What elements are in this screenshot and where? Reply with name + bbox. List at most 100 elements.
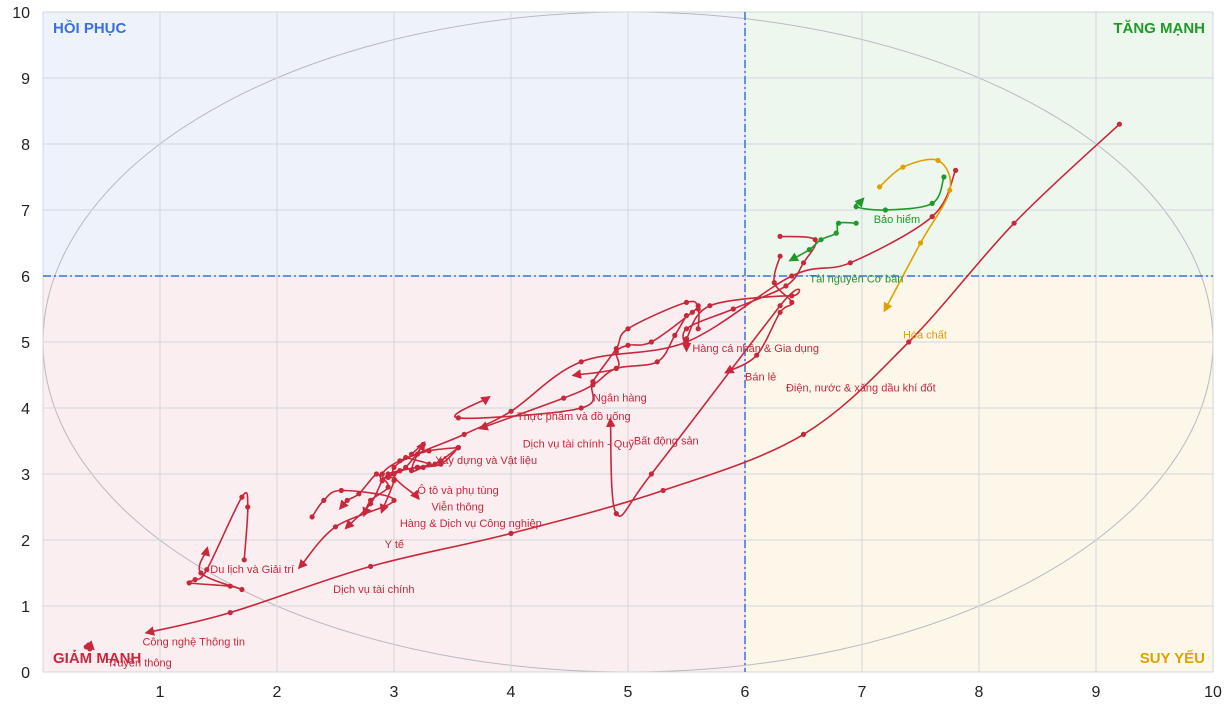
- series-point: [683, 336, 690, 342]
- series-point: [590, 382, 596, 388]
- series-point: [613, 365, 619, 371]
- series-16: [853, 174, 947, 213]
- series-tails: [83, 121, 1122, 652]
- series-point: [344, 497, 350, 503]
- series-point: [929, 200, 935, 206]
- series-point: [391, 497, 397, 503]
- x-tick-label: 1: [156, 684, 165, 701]
- series-18: [876, 157, 953, 313]
- series-point: [338, 487, 344, 494]
- series-point: [929, 214, 935, 220]
- series-label: Hàng & Dịch vụ Công nghiệp: [400, 518, 542, 530]
- series-point: [953, 167, 959, 173]
- series-point: [789, 273, 795, 279]
- series-point: [373, 471, 380, 477]
- series-label: Truyền thông: [107, 658, 171, 670]
- y-tick-label: 1: [21, 599, 30, 616]
- series-point: [783, 283, 789, 289]
- series-point: [654, 359, 660, 365]
- series-point: [408, 468, 415, 474]
- series-1: [144, 121, 1122, 636]
- series-point: [833, 230, 839, 236]
- y-tick-label: 0: [21, 665, 30, 682]
- series-point: [461, 431, 467, 437]
- series-point: [812, 237, 818, 243]
- series-point: [672, 332, 678, 338]
- y-tick-label: 10: [12, 5, 30, 22]
- series-point: [391, 464, 397, 470]
- series-point: [683, 299, 690, 305]
- series-label: Tài nguyên Cơ bản: [809, 274, 903, 286]
- x-tick-label: 7: [858, 684, 867, 701]
- y-tick-label: 3: [21, 467, 30, 484]
- series-point: [660, 487, 666, 494]
- series-point: [771, 280, 777, 286]
- series-point: [420, 464, 426, 470]
- series-point: [941, 174, 947, 180]
- series-point: [853, 204, 859, 210]
- series-point: [432, 461, 438, 467]
- series-point: [853, 220, 859, 226]
- series-point: [397, 468, 403, 474]
- series-point: [789, 293, 795, 299]
- quadrant-label-top-left: HỒI PHỤC: [53, 19, 127, 37]
- quadrant-label-top-right: TĂNG MẠNH: [1113, 20, 1205, 37]
- series-point: [309, 514, 315, 520]
- series-point: [356, 491, 362, 497]
- series-point: [876, 184, 883, 190]
- threshold-lines: [43, 12, 1213, 672]
- series-point: [239, 494, 245, 500]
- x-tick-label: 4: [507, 684, 516, 701]
- quadrant-label-bottom-right: SUY YẾU: [1140, 650, 1205, 667]
- series-label: Bảo hiểm: [874, 214, 920, 226]
- series-tail-line: [391, 170, 957, 501]
- series-point: [847, 260, 853, 266]
- series-point: [241, 557, 247, 563]
- series-point: [245, 504, 251, 510]
- series-point: [689, 309, 695, 315]
- x-tick-label: 6: [741, 684, 750, 701]
- series-label: Điện, nước & xăng dầu khí đốt: [786, 383, 936, 395]
- series-point: [789, 299, 795, 305]
- y-tick-label: 6: [21, 269, 30, 286]
- series-point: [379, 471, 385, 477]
- series-point: [648, 339, 655, 345]
- series-point: [321, 497, 327, 503]
- series-label: Viễn thông: [431, 500, 483, 513]
- series-point: [947, 187, 953, 193]
- series-point: [695, 303, 701, 309]
- series-point: [625, 326, 631, 332]
- series-13: [681, 233, 818, 353]
- series-point: [578, 359, 584, 365]
- series-label: Hàng cá nhân & Gia dụng: [692, 343, 819, 355]
- series-label: Bán lẻ: [745, 371, 776, 383]
- series-14: [724, 253, 795, 374]
- series-point: [508, 530, 514, 537]
- series-point: [777, 303, 783, 309]
- series-point: [455, 415, 461, 421]
- quadrant-labels: HỒI PHỤC TĂNG MẠNH GIẢM MẠNH SUY YẾU: [53, 19, 1205, 667]
- x-tick-label: 2: [273, 684, 282, 701]
- series-label: Xây dựng và Vật liệu: [435, 455, 537, 467]
- series-2: [186, 491, 251, 593]
- series-point: [368, 497, 374, 503]
- series-point: [777, 309, 783, 315]
- series-label: Bất động sản: [634, 435, 699, 447]
- series-point: [578, 405, 584, 411]
- series-point: [561, 395, 567, 401]
- series-point: [204, 567, 210, 573]
- series-label: Ô tô và phụ tùng: [417, 484, 498, 497]
- series-point: [707, 303, 713, 309]
- series-point: [935, 157, 941, 164]
- series-label: Thực phẩm và đồ uống: [517, 411, 631, 423]
- series-point: [198, 570, 204, 576]
- y-tick-label: 2: [21, 533, 30, 550]
- series-point: [613, 349, 619, 355]
- series-point: [1116, 121, 1122, 127]
- series-point: [777, 233, 783, 239]
- series-labels: Công nghệ Thông tin Truyền thông Du lịch v…: [107, 214, 947, 670]
- series-point: [882, 207, 889, 213]
- series-point: [683, 326, 690, 332]
- series-point: [227, 583, 233, 589]
- x-tick-label: 10: [1204, 684, 1222, 701]
